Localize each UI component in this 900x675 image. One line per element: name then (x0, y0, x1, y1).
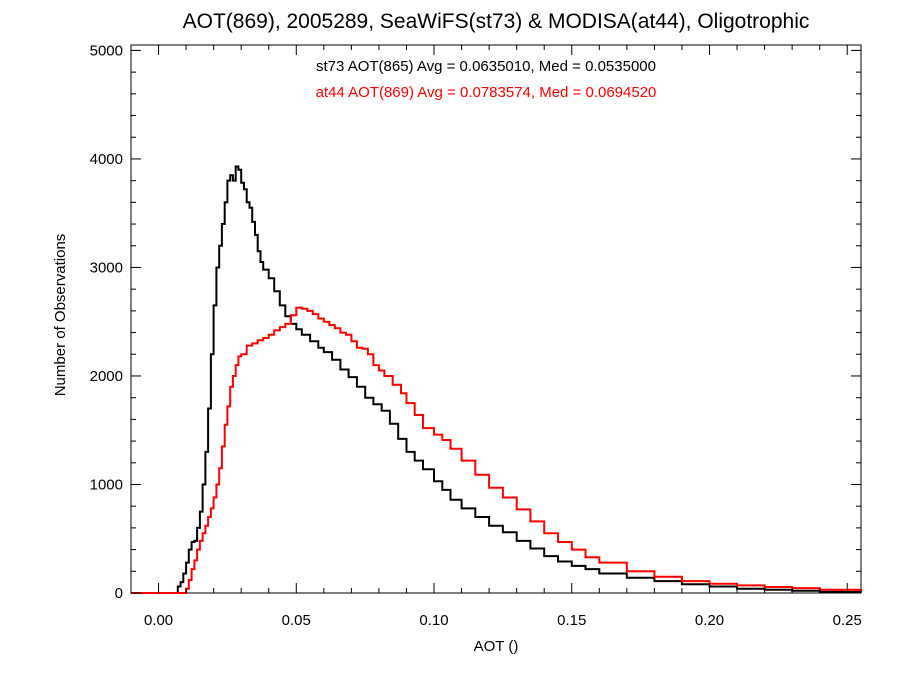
plot-area: 0.00 0.05 0.10 0.15 0.20 0.25 0 1000 2000 3000 40… (90, 42, 862, 629)
x-axis-ticks: 0.00 0.05 0.10 0.15 0.20 0.25 (130, 45, 862, 629)
x-tick-label: 0.00 (144, 612, 173, 629)
plot-frame (130, 44, 862, 594)
x-tick-label: 0.25 (833, 612, 862, 629)
y-tick-label: 4000 (90, 151, 123, 168)
stat-label-st73: st73 AOT(865) Avg = 0.0635010, Med = 0.0… (316, 58, 656, 75)
y-axis-ticks: 0 1000 2000 3000 4000 5000 (90, 42, 861, 602)
series-line-st73 (131, 165, 862, 594)
chart-title: AOT(869), 2005289, SeaWiFS(st73) & MODIS… (183, 10, 810, 33)
y-tick-label: 3000 (90, 259, 123, 276)
y-tick-label: 1000 (90, 476, 123, 493)
y-tick-label: 5000 (90, 42, 123, 59)
x-tick-label: 0.10 (419, 612, 448, 629)
stat-label-at44: at44 AOT(869) Avg = 0.0783574, Med = 0.0… (316, 84, 657, 101)
x-axis-label: AOT () (474, 638, 519, 655)
series-layer (131, 165, 862, 594)
x-tick-label: 0.20 (695, 612, 724, 629)
series-line-at44 (131, 306, 862, 594)
y-tick-label: 0 (115, 585, 123, 602)
x-tick-label: 0.05 (282, 612, 311, 629)
y-tick-label: 2000 (90, 368, 123, 385)
x-tick-label: 0.15 (557, 612, 586, 629)
y-axis-label: Number of Observations (52, 234, 69, 397)
